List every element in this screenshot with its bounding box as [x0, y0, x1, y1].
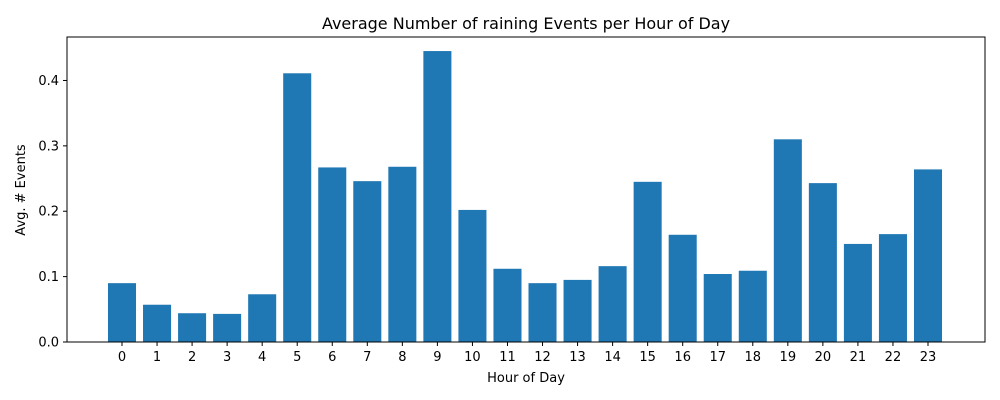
- x-tick-label: 21: [850, 350, 867, 365]
- bar-hour-23: [913, 169, 943, 342]
- x-tick-label: 14: [604, 350, 621, 365]
- x-tick-label: 6: [328, 350, 336, 365]
- y-tick-label: 0.2: [38, 205, 59, 220]
- x-tick-label: 1: [153, 350, 161, 365]
- x-tick-label: 0: [118, 350, 126, 365]
- y-axis: 0.0 0.1 0.2 0.3 0.4: [38, 74, 67, 351]
- bar-hour-4: [248, 294, 277, 342]
- bar-hour-3: [213, 313, 242, 342]
- bar-hour-19: [773, 139, 802, 342]
- x-tick-label: 16: [674, 350, 691, 365]
- x-tick-label: 19: [780, 350, 797, 365]
- bar-hour-12: [528, 283, 557, 342]
- plot-frame: [66, 36, 986, 343]
- y-tick-label: 0.3: [38, 139, 59, 154]
- bar-hour-10: [458, 209, 487, 342]
- bar-hour-20: [808, 183, 837, 342]
- bar-hour-11: [493, 268, 522, 342]
- y-axis-label: Avg. # Events: [14, 144, 29, 236]
- bar-hour-13: [563, 279, 592, 342]
- bar-hour-8: [388, 166, 417, 342]
- bar-hour-2: [178, 313, 207, 342]
- x-tick-label: 4: [258, 350, 266, 365]
- x-tick-label: 5: [293, 350, 301, 365]
- bar-hour-22: [878, 234, 907, 342]
- x-tick-label: 17: [709, 350, 726, 365]
- x-tick-label: 18: [745, 350, 762, 365]
- x-tick-label: 22: [885, 350, 902, 365]
- x-tick-label: 13: [569, 350, 586, 365]
- bar-hour-16: [668, 234, 697, 342]
- x-tick-label: 12: [534, 350, 551, 365]
- bar-hour-17: [703, 274, 732, 342]
- x-tick-label: 2: [188, 350, 196, 365]
- x-tick-label: 9: [433, 350, 441, 365]
- y-tick-label: 0.4: [38, 74, 59, 89]
- y-tick-label: 0.0: [38, 336, 59, 351]
- x-tick-label: 3: [223, 350, 231, 365]
- bar-hour-9: [423, 51, 452, 343]
- x-axis: 0 1 2 3 4 5 6 7 8 9 10 11 12 13 14 15 16 17 18 19 20 21 22 23: [118, 342, 936, 365]
- x-tick-label: 7: [363, 350, 371, 365]
- x-tick-label: 11: [499, 350, 516, 365]
- bars-group: [107, 51, 943, 343]
- x-tick-label: 20: [815, 350, 832, 365]
- bar-hour-0: [107, 283, 137, 342]
- x-tick-label: 23: [920, 350, 937, 365]
- bar-hour-7: [353, 181, 382, 342]
- x-tick-label: 10: [464, 350, 481, 365]
- bar-hour-15: [633, 181, 662, 342]
- chart-title: Average Number of raining Events per Hou…: [322, 14, 730, 33]
- bar-hour-5: [283, 73, 312, 342]
- bar-hour-21: [843, 243, 872, 342]
- x-axis-label: Hour of Day: [487, 371, 565, 386]
- x-tick-label: 15: [639, 350, 656, 365]
- bar-hour-14: [598, 266, 627, 342]
- y-tick-label: 0.1: [38, 270, 59, 285]
- bar-hour-18: [738, 270, 767, 342]
- bar-hour-6: [318, 167, 347, 342]
- x-tick-label: 8: [398, 350, 406, 365]
- bar-hour-1: [143, 304, 172, 342]
